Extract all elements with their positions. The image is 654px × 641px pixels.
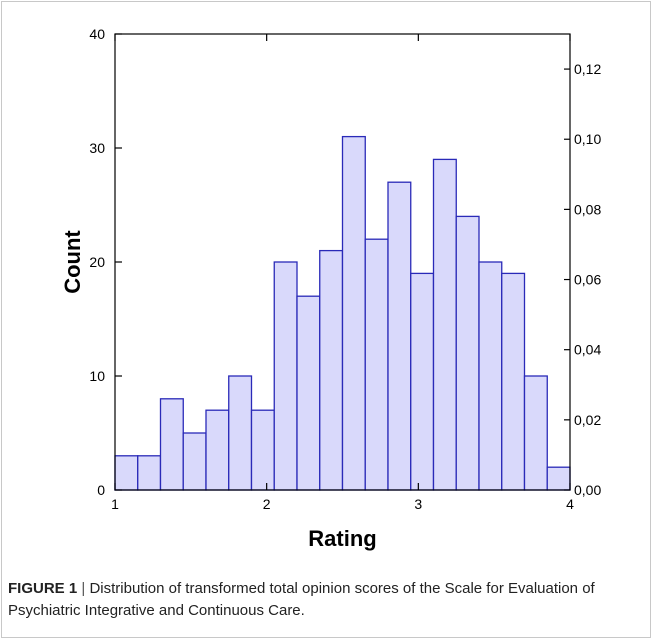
x-tick-label-1: 1 [111,496,119,512]
y-tick-label-1: 0 [97,482,105,498]
y2-tick-label-1: 0,00 [574,482,601,498]
x-tick-label-2: 2 [263,496,271,512]
histogram-bar-7 [250,409,275,491]
histogram-bar-5 [205,409,230,491]
histogram-bar-4 [182,432,207,491]
histogram-bar-17 [478,261,503,491]
caption-label: FIGURE 1 [8,580,78,597]
histogram-bar-12 [364,238,389,491]
histogram-bar-19 [523,375,548,491]
chart-area: 0 10 20 30 40 0,00 0,02 0,04 0,06 0,08 0,10 0,12 1 2 3… [2,2,652,567]
histogram-bar-20 [546,466,571,491]
histogram-bar-14 [410,272,435,491]
y2-tick-label-5: 0,08 [574,201,601,217]
y-axis-title: Count [60,230,85,294]
figure-caption: FIGURE 1 | Distribution of transformed t… [8,578,644,622]
x-tick-label-3: 3 [414,496,422,512]
histogram-bar-10 [319,249,344,491]
histogram-bar-15 [432,158,457,491]
caption-text: Distribution of transformed total opinio… [8,580,595,619]
histogram-bar-13 [387,181,412,491]
y-tick-label-3: 20 [89,254,105,270]
y2-tick-label-6: 0,10 [574,131,601,147]
x-axis-title: Rating [308,526,376,551]
histogram-bar-6 [228,375,253,491]
y-tick-label-4: 30 [89,140,105,156]
histogram-bar-2 [137,455,162,491]
histogram-bar-3 [159,398,184,491]
y2-tick-label-2: 0,02 [574,412,601,428]
y2-tick-label-7: 0,12 [574,61,601,77]
histogram-chart: 0 10 20 30 40 0,00 0,02 0,04 0,06 0,08 0,10 0,12 1 2 3… [60,26,601,551]
caption-separator: | [81,580,86,597]
histogram-bar-16 [455,215,480,491]
y-tick-label-5: 40 [89,26,105,42]
histogram-bar-18 [501,272,526,491]
histogram-bar-11 [341,135,366,491]
y2-tick-label-4: 0,06 [574,272,601,288]
y2-tick-label-3: 0,04 [574,342,601,358]
histogram-bar-1 [114,455,139,491]
histogram-bar-8 [273,261,298,491]
y-tick-label-2: 10 [89,368,105,384]
histogram-bar-9 [296,295,321,491]
x-tick-label-4: 4 [566,496,574,512]
